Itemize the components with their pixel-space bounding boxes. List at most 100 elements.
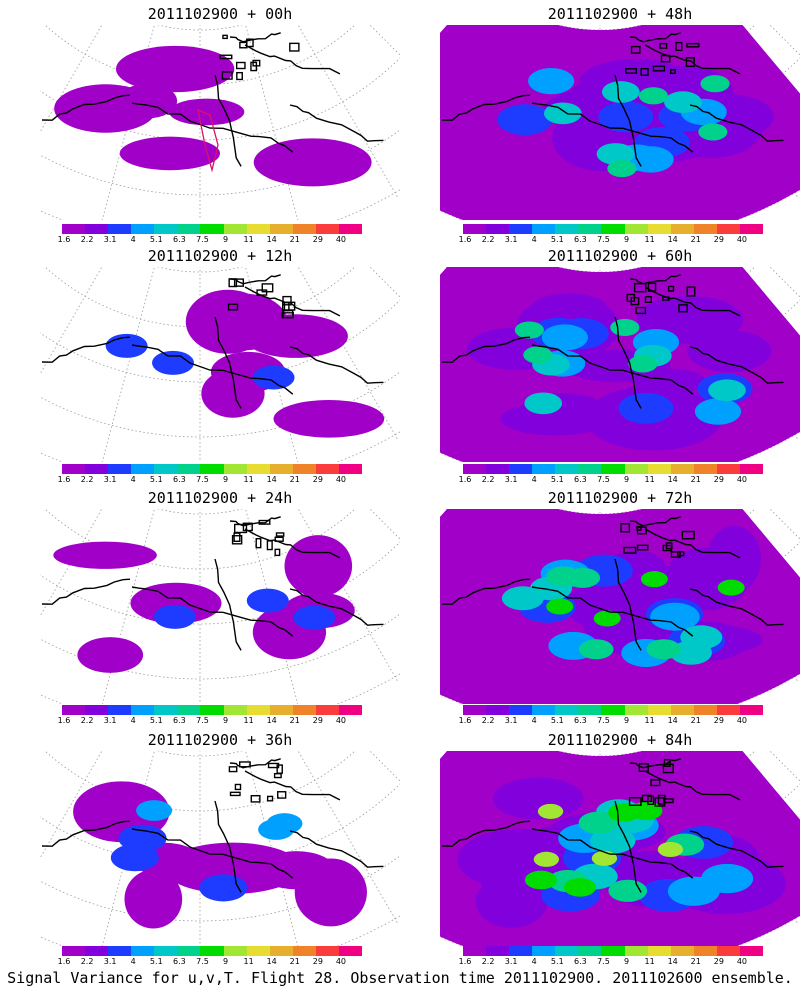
legend-label: 2.2 bbox=[80, 475, 94, 484]
legend-label: 7.5 bbox=[597, 957, 610, 966]
legend-swatch bbox=[463, 946, 487, 956]
legend-label: 6.3 bbox=[173, 475, 186, 484]
legend-swatch bbox=[85, 464, 109, 474]
legend-swatch bbox=[463, 224, 487, 234]
legend-label: 5.1 bbox=[149, 235, 163, 244]
legend-label: 11 bbox=[243, 957, 254, 966]
legend-label: 1.6 bbox=[458, 716, 472, 725]
legend-swatch bbox=[338, 464, 363, 474]
legend-labels: 1.6 2.2 3.1 4 5.1 6.3 7.5 9 11 14 21 29 40 bbox=[459, 716, 763, 728]
legend-swatch bbox=[624, 224, 648, 234]
legend-swatch bbox=[62, 705, 86, 715]
legend-label: 14 bbox=[266, 475, 277, 484]
legend-swatch bbox=[177, 705, 201, 715]
legend-swatch bbox=[716, 464, 740, 474]
legend-label: 29 bbox=[713, 475, 724, 484]
legend-swatch bbox=[62, 946, 86, 956]
legend-swatch bbox=[578, 946, 602, 956]
panel-title: 2011102900 + 36h bbox=[147, 731, 293, 749]
legend-swatch bbox=[670, 705, 694, 715]
legend-swatch bbox=[269, 705, 293, 715]
legend-swatch bbox=[647, 705, 671, 715]
variance-map bbox=[40, 751, 400, 946]
legend-label: 14 bbox=[667, 235, 678, 244]
legend-swatch bbox=[131, 705, 155, 715]
map-panel: 2011102900 + 00h bbox=[40, 5, 400, 235]
legend-label: 5.1 bbox=[149, 957, 163, 966]
legend-label: 11 bbox=[243, 235, 254, 244]
map-panel: 2011102900 + 84h bbox=[440, 731, 800, 961]
legend-label: 3.1 bbox=[504, 957, 518, 966]
legend-label: 21 bbox=[690, 957, 701, 966]
legend-label: 11 bbox=[644, 716, 655, 725]
legend-swatch bbox=[739, 946, 764, 956]
legend-label: 9 bbox=[222, 475, 229, 484]
legend-swatch bbox=[716, 946, 740, 956]
legend-swatch bbox=[200, 464, 224, 474]
panel-title: 2011102900 + 12h bbox=[147, 247, 293, 265]
legend-label: 1.6 bbox=[458, 957, 472, 966]
legend-swatch bbox=[647, 224, 671, 234]
legend-swatch bbox=[177, 946, 201, 956]
legend-swatch bbox=[555, 946, 579, 956]
legend-label: 14 bbox=[667, 957, 678, 966]
legend-swatch bbox=[693, 705, 717, 715]
legend-swatch bbox=[486, 224, 510, 234]
legend-colorbar bbox=[62, 705, 363, 715]
variance-field bbox=[440, 509, 800, 704]
legend-label: 7.5 bbox=[597, 716, 610, 725]
legend-label: 6.3 bbox=[173, 957, 186, 966]
legend-swatch bbox=[555, 705, 579, 715]
legend-swatch bbox=[154, 224, 178, 234]
legend-swatch bbox=[670, 224, 694, 234]
panel-title: 2011102900 + 24h bbox=[147, 489, 293, 507]
legend-label: 40 bbox=[335, 475, 347, 484]
legend-label: 4 bbox=[130, 475, 136, 484]
legend-label: 21 bbox=[289, 716, 300, 725]
legend-label: 14 bbox=[667, 475, 678, 484]
legend-labels: 1.6 2.2 3.1 4 5.1 6.3 7.5 9 11 14 21 29 40 bbox=[58, 235, 362, 247]
legend-label: 3.1 bbox=[103, 235, 117, 244]
legend-swatch bbox=[647, 464, 671, 474]
legend-label: 21 bbox=[289, 957, 300, 966]
legend-colorbar bbox=[463, 705, 764, 715]
legend-label: 6.3 bbox=[574, 716, 587, 725]
legend-label: 3.1 bbox=[504, 716, 518, 725]
legend-swatch bbox=[108, 705, 132, 715]
variance-field bbox=[440, 751, 800, 946]
legend-swatch bbox=[601, 946, 625, 956]
legend-label: 9 bbox=[222, 235, 229, 244]
legend-label: 11 bbox=[644, 957, 655, 966]
map-panel: 2011102900 + 36h bbox=[40, 731, 400, 961]
legend-swatch bbox=[670, 464, 694, 474]
legend-colorbar bbox=[62, 946, 363, 956]
legend-label: 4 bbox=[531, 716, 537, 725]
legend-swatch bbox=[223, 705, 247, 715]
legend-swatch bbox=[315, 464, 339, 474]
variance-map bbox=[40, 267, 400, 462]
legend-swatch bbox=[154, 464, 178, 474]
legend-label: 11 bbox=[644, 235, 655, 244]
legend-swatch bbox=[85, 224, 109, 234]
flight-track bbox=[197, 108, 219, 173]
coastlines bbox=[41, 32, 384, 167]
legend-swatch bbox=[154, 705, 178, 715]
legend-label: 11 bbox=[243, 475, 254, 484]
legend-swatch bbox=[338, 224, 363, 234]
legend-colorbar bbox=[62, 464, 363, 474]
legend-label: 21 bbox=[289, 235, 300, 244]
legend-swatch bbox=[223, 224, 247, 234]
legend-label: 2.2 bbox=[481, 716, 495, 725]
legend-swatch bbox=[108, 946, 132, 956]
legend-swatch bbox=[62, 464, 86, 474]
variance-map bbox=[40, 509, 400, 704]
coastlines bbox=[41, 516, 384, 651]
legend-label: 4 bbox=[531, 475, 537, 484]
legend-label: 3.1 bbox=[103, 475, 117, 484]
legend-swatch bbox=[62, 224, 86, 234]
legend-colorbar bbox=[463, 464, 764, 474]
legend-labels: 1.6 2.2 3.1 4 5.1 6.3 7.5 9 11 14 21 29 40 bbox=[459, 235, 763, 247]
legend-swatch bbox=[223, 464, 247, 474]
legend-label: 40 bbox=[335, 957, 347, 966]
legend-swatch bbox=[463, 705, 487, 715]
